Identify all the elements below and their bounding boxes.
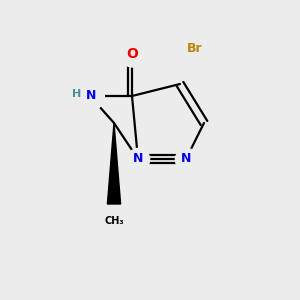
Text: N: N: [86, 89, 97, 103]
Text: O: O: [126, 47, 138, 61]
Polygon shape: [107, 123, 121, 204]
Text: N: N: [133, 152, 143, 165]
Text: CH₃: CH₃: [104, 216, 124, 226]
Text: H: H: [72, 89, 81, 100]
Text: Br: Br: [187, 41, 203, 55]
Text: N: N: [181, 152, 191, 166]
